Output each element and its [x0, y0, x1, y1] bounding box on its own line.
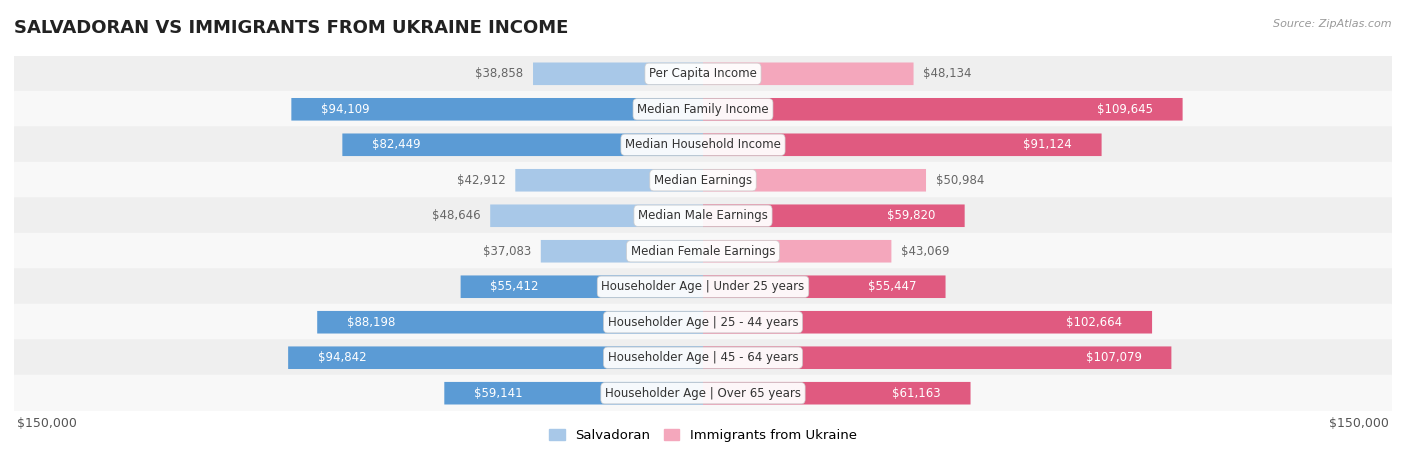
FancyBboxPatch shape [14, 197, 1392, 234]
Text: Per Capita Income: Per Capita Income [650, 67, 756, 80]
FancyBboxPatch shape [703, 276, 946, 298]
Text: $109,645: $109,645 [1097, 103, 1153, 116]
Text: $88,198: $88,198 [347, 316, 395, 329]
FancyBboxPatch shape [291, 98, 703, 120]
Text: $42,912: $42,912 [457, 174, 505, 187]
FancyBboxPatch shape [541, 240, 703, 262]
Text: Householder Age | Under 25 years: Householder Age | Under 25 years [602, 280, 804, 293]
Text: $43,069: $43,069 [901, 245, 949, 258]
FancyBboxPatch shape [14, 162, 1392, 199]
Text: $37,083: $37,083 [482, 245, 531, 258]
Text: Median Family Income: Median Family Income [637, 103, 769, 116]
FancyBboxPatch shape [461, 276, 703, 298]
Text: $82,449: $82,449 [371, 138, 420, 151]
Text: $59,141: $59,141 [474, 387, 523, 400]
FancyBboxPatch shape [288, 347, 703, 369]
Text: $61,163: $61,163 [893, 387, 941, 400]
FancyBboxPatch shape [342, 134, 703, 156]
FancyBboxPatch shape [14, 375, 1392, 412]
FancyBboxPatch shape [14, 126, 1392, 163]
Text: $107,079: $107,079 [1085, 351, 1142, 364]
FancyBboxPatch shape [703, 240, 891, 262]
FancyBboxPatch shape [703, 347, 1171, 369]
Text: $102,664: $102,664 [1066, 316, 1122, 329]
Text: SALVADORAN VS IMMIGRANTS FROM UKRAINE INCOME: SALVADORAN VS IMMIGRANTS FROM UKRAINE IN… [14, 19, 568, 37]
Text: $50,984: $50,984 [936, 174, 984, 187]
Legend: Salvadoran, Immigrants from Ukraine: Salvadoran, Immigrants from Ukraine [544, 424, 862, 447]
FancyBboxPatch shape [703, 205, 965, 227]
Text: Source: ZipAtlas.com: Source: ZipAtlas.com [1274, 19, 1392, 28]
FancyBboxPatch shape [318, 311, 703, 333]
Text: $55,447: $55,447 [868, 280, 917, 293]
FancyBboxPatch shape [703, 382, 970, 404]
FancyBboxPatch shape [14, 233, 1392, 270]
Text: Median Female Earnings: Median Female Earnings [631, 245, 775, 258]
Text: Median Male Earnings: Median Male Earnings [638, 209, 768, 222]
FancyBboxPatch shape [14, 268, 1392, 305]
Text: $94,109: $94,109 [321, 103, 370, 116]
FancyBboxPatch shape [14, 339, 1392, 376]
FancyBboxPatch shape [703, 134, 1101, 156]
FancyBboxPatch shape [14, 304, 1392, 341]
FancyBboxPatch shape [703, 169, 927, 191]
Text: Householder Age | Over 65 years: Householder Age | Over 65 years [605, 387, 801, 400]
FancyBboxPatch shape [703, 311, 1152, 333]
Text: $48,646: $48,646 [432, 209, 481, 222]
FancyBboxPatch shape [703, 98, 1182, 120]
Text: Householder Age | 25 - 44 years: Householder Age | 25 - 44 years [607, 316, 799, 329]
Text: $48,134: $48,134 [924, 67, 972, 80]
Text: Median Household Income: Median Household Income [626, 138, 780, 151]
Text: $38,858: $38,858 [475, 67, 523, 80]
Text: Householder Age | 45 - 64 years: Householder Age | 45 - 64 years [607, 351, 799, 364]
FancyBboxPatch shape [444, 382, 703, 404]
Text: $94,842: $94,842 [318, 351, 367, 364]
Text: Median Earnings: Median Earnings [654, 174, 752, 187]
FancyBboxPatch shape [515, 169, 703, 191]
Text: $91,124: $91,124 [1024, 138, 1071, 151]
FancyBboxPatch shape [14, 55, 1392, 92]
FancyBboxPatch shape [14, 91, 1392, 128]
FancyBboxPatch shape [491, 205, 703, 227]
FancyBboxPatch shape [533, 63, 703, 85]
Text: $55,412: $55,412 [491, 280, 538, 293]
Text: $59,820: $59,820 [887, 209, 935, 222]
FancyBboxPatch shape [703, 63, 914, 85]
